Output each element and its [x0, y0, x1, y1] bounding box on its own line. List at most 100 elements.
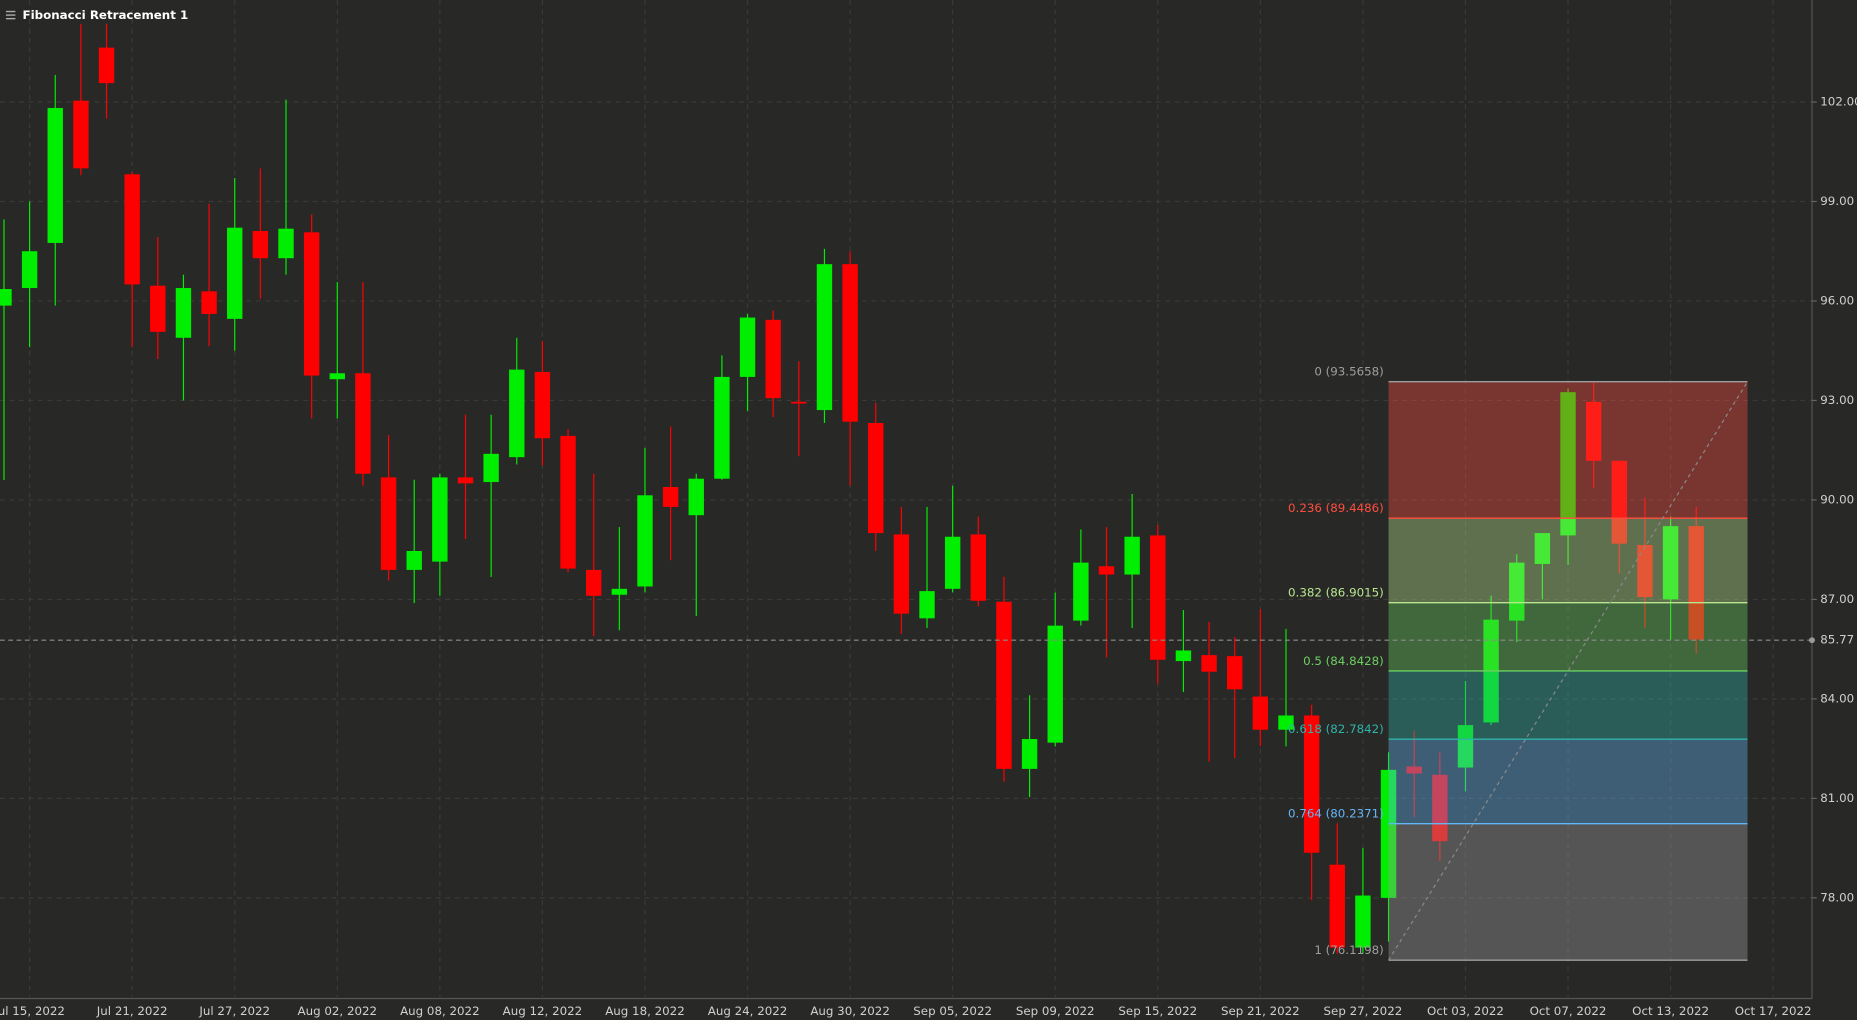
- last-price-label: 85.77: [1820, 633, 1854, 647]
- menu-icon-bar: [5, 10, 16, 13]
- x-tick-label: Oct 13, 2022: [1632, 1004, 1709, 1018]
- candle-body[interactable]: [1201, 655, 1217, 672]
- candle-body[interactable]: [1662, 526, 1679, 600]
- candle-body[interactable]: [201, 291, 217, 314]
- candle-body[interactable]: [1021, 739, 1038, 769]
- candle-body[interactable]: [868, 423, 884, 534]
- candle-body[interactable]: [739, 317, 756, 377]
- candle-body[interactable]: [944, 536, 961, 589]
- candle-body[interactable]: [278, 228, 294, 259]
- fib-level-label: 0.764 (80.2371): [1288, 807, 1384, 821]
- fib-band: [1388, 602, 1748, 671]
- candle-body[interactable]: [1329, 864, 1345, 948]
- candle-body[interactable]: [816, 264, 833, 411]
- candle-body[interactable]: [1098, 566, 1115, 575]
- title-bar[interactable]: Fibonacci Retracement 1: [5, 8, 188, 22]
- fib-band: [1388, 670, 1748, 740]
- candle-body[interactable]: [842, 264, 858, 422]
- candle-body[interactable]: [406, 551, 422, 570]
- candle-body[interactable]: [509, 369, 525, 458]
- candle-body[interactable]: [175, 288, 192, 338]
- candle-body[interactable]: [996, 601, 1012, 769]
- y-tick-label: 84.00: [1820, 691, 1854, 705]
- candle-body[interactable]: [1303, 715, 1320, 853]
- candle-body[interactable]: [1611, 460, 1628, 544]
- fib-band: [1388, 823, 1748, 961]
- candle-body[interactable]: [303, 232, 320, 376]
- candle-body[interactable]: [73, 100, 89, 169]
- candle-body[interactable]: [355, 373, 371, 474]
- candle-body[interactable]: [1047, 625, 1063, 743]
- y-tick-label: 81.00: [1820, 791, 1854, 805]
- candle-body[interactable]: [21, 251, 38, 289]
- x-tick-label: Aug 08, 2022: [400, 1004, 480, 1018]
- candle-body[interactable]: [432, 477, 448, 562]
- candle-body[interactable]: [893, 534, 910, 614]
- candle-body[interactable]: [611, 588, 628, 595]
- fibonacci-retracement[interactable]: 0 (93.5658) 0.236 (89.4486) 0.382 (86.9015…: [1288, 365, 1749, 961]
- candle-body[interactable]: [1560, 392, 1576, 536]
- x-tick-label: Oct 07, 2022: [1530, 1004, 1607, 1018]
- candle-body[interactable]: [483, 453, 499, 483]
- fib-level-label: 0.382 (86.9015): [1288, 586, 1384, 600]
- candle-body[interactable]: [585, 569, 602, 596]
- x-tick-label: Jul 27, 2022: [198, 1004, 270, 1018]
- y-tick-label: 99.00: [1820, 194, 1854, 208]
- y-tick-label: 87.00: [1820, 592, 1854, 606]
- candle-body[interactable]: [380, 477, 397, 570]
- candle-body[interactable]: [1073, 562, 1089, 621]
- candle-body[interactable]: [1124, 536, 1140, 575]
- x-tick-label: Jul 15, 2022: [0, 1004, 65, 1018]
- y-tick-label: 96.00: [1820, 293, 1854, 307]
- fib-level-label: 0.236 (89.4486): [1288, 501, 1384, 515]
- candle-body[interactable]: [560, 435, 576, 569]
- candle-body[interactable]: [124, 174, 140, 285]
- candle-body[interactable]: [1227, 656, 1243, 690]
- candle-body[interactable]: [252, 230, 269, 259]
- candle-body[interactable]: [1380, 769, 1397, 898]
- candle-body[interactable]: [227, 227, 243, 319]
- candle-body[interactable]: [714, 376, 730, 479]
- fib-band: [1388, 518, 1748, 603]
- candle-body[interactable]: [919, 591, 935, 619]
- x-tick-label: Aug 30, 2022: [810, 1004, 890, 1018]
- y-tick-label: 90.00: [1820, 492, 1854, 506]
- candles: [0, 23, 1704, 954]
- candle-body[interactable]: [1637, 545, 1653, 598]
- candle-body[interactable]: [47, 107, 63, 243]
- candle-body[interactable]: [1457, 725, 1474, 768]
- candle-body[interactable]: [1175, 650, 1192, 662]
- candle-body[interactable]: [1534, 533, 1551, 564]
- candle-body[interactable]: [765, 319, 781, 399]
- candle-body[interactable]: [1688, 526, 1704, 640]
- candle-body[interactable]: [1406, 766, 1422, 774]
- candle-body[interactable]: [150, 285, 166, 332]
- y-tick-label: 78.00: [1820, 890, 1854, 904]
- candle-body[interactable]: [1252, 696, 1269, 730]
- candle-body[interactable]: [970, 534, 986, 601]
- candle-body[interactable]: [98, 47, 115, 84]
- candle-body[interactable]: [534, 371, 551, 439]
- candle-body[interactable]: [637, 495, 653, 587]
- x-tick-label: Sep 21, 2022: [1221, 1004, 1300, 1018]
- y-tick-label: 93.00: [1820, 393, 1854, 407]
- candle-body[interactable]: [1150, 535, 1166, 660]
- candle-body[interactable]: [1355, 895, 1371, 948]
- candle-body[interactable]: [1585, 401, 1602, 461]
- candle-body[interactable]: [457, 477, 474, 484]
- candle-body[interactable]: [0, 289, 12, 306]
- candle-body[interactable]: [1432, 774, 1448, 842]
- candle-body[interactable]: [1509, 562, 1525, 621]
- candle-body[interactable]: [688, 478, 704, 516]
- fib-band: [1388, 381, 1748, 519]
- candle-body[interactable]: [662, 487, 679, 507]
- y-tick-label: 102.00: [1820, 95, 1857, 109]
- x-tick-label: Aug 24, 2022: [708, 1004, 788, 1018]
- candle-body[interactable]: [791, 401, 807, 404]
- x-tick-label: Jul 21, 2022: [96, 1004, 168, 1018]
- candle-body[interactable]: [329, 373, 345, 380]
- candle-body[interactable]: [1278, 715, 1294, 730]
